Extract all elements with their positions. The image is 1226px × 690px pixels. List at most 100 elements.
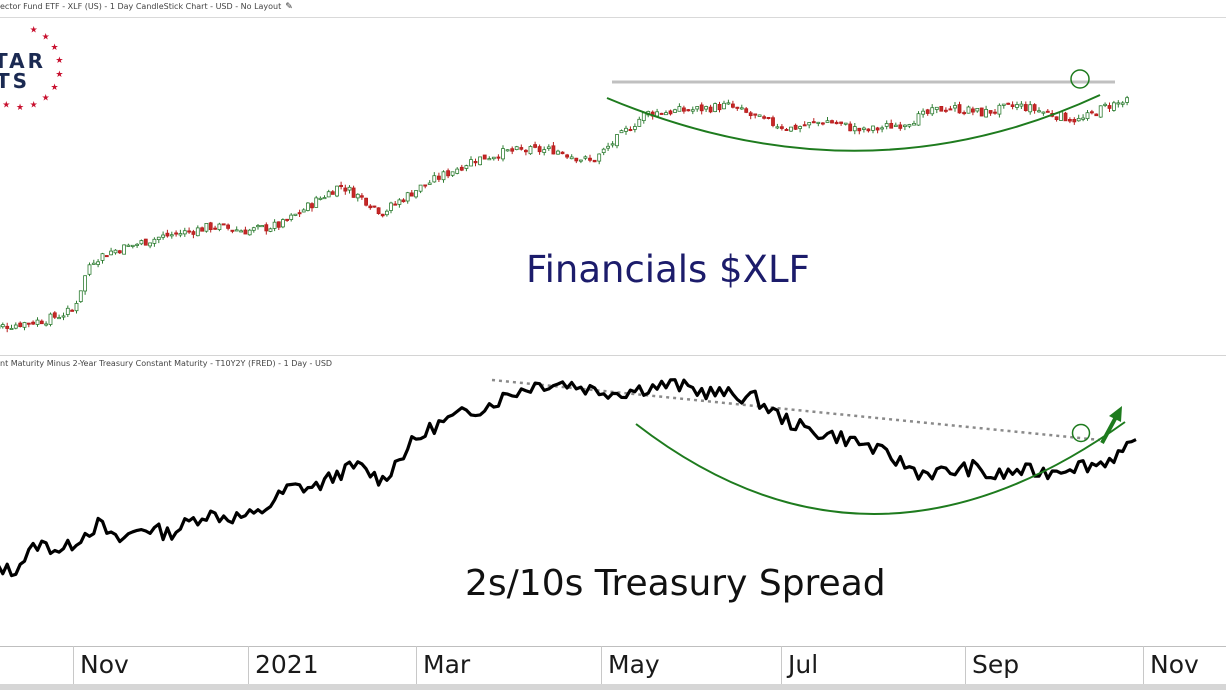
xlf-candle — [505, 149, 510, 152]
xlf-candle — [343, 184, 348, 195]
xlf-candle — [944, 107, 948, 113]
xlf-candle — [264, 222, 269, 235]
xlf-candle — [501, 145, 505, 162]
xlf-candle — [191, 229, 196, 239]
xlf-candle — [930, 104, 935, 116]
bottom-breakout-circle — [1071, 423, 1091, 443]
xlf-candle — [641, 112, 646, 124]
xlf-candle — [565, 153, 569, 159]
logo-star-icon: ★ — [16, 102, 24, 112]
xlf-candle — [524, 149, 528, 156]
xlf-candle — [70, 308, 74, 312]
xlf-candle — [793, 123, 798, 130]
xlf-candle — [866, 128, 871, 133]
xlf-candle — [217, 222, 222, 232]
xlf-candle — [637, 116, 642, 127]
xlf-candle — [148, 242, 153, 249]
xlf-candle — [979, 107, 984, 117]
xlf-candle — [256, 224, 260, 230]
xlf-candle — [739, 104, 744, 110]
xlf-candle — [455, 167, 460, 175]
xlf-candle — [519, 144, 524, 151]
bottom-chart-title: 2s/10s Treasury Spread — [465, 563, 886, 604]
xlf-candle — [560, 151, 565, 155]
xlf-candle — [482, 154, 487, 160]
xlf-candle — [843, 122, 848, 126]
xlf-candle — [446, 168, 451, 179]
xlf-candle — [418, 184, 423, 194]
xlf-candle — [401, 198, 406, 203]
xlf-candle — [898, 121, 903, 131]
xlf-candle — [916, 111, 921, 126]
xlf-candle — [583, 155, 588, 161]
xlf-candle — [1094, 113, 1099, 117]
xlf-candle — [677, 103, 682, 112]
xlf-candle — [1090, 109, 1094, 115]
xlf-candle — [735, 106, 740, 111]
top-chart-caption: ector Fund ETF - XLF (US) - 1 Day Candle… — [0, 2, 293, 16]
xlf-candle — [601, 147, 606, 156]
xlf-candle — [830, 119, 834, 124]
xlf-candle — [748, 111, 753, 120]
xlf-candle — [35, 317, 40, 327]
xlf-candle — [221, 223, 226, 226]
xlf-candle — [61, 312, 66, 321]
xlf-candle — [731, 100, 735, 109]
logo-star-icon: ★ — [51, 42, 59, 52]
xlf-candle — [1112, 100, 1116, 112]
xlf-candle — [96, 259, 100, 268]
xlf-candle — [699, 102, 704, 115]
edit-pencil-icon[interactable]: ✎ — [285, 2, 293, 12]
xlf-candle — [239, 229, 244, 233]
xlf-candlesticks — [0, 95, 1129, 333]
xlf-candle — [297, 209, 302, 217]
xlf-candle — [592, 159, 597, 163]
xlf-candle — [556, 149, 560, 155]
x-gridline-2021 — [248, 646, 249, 684]
xlf-candle — [633, 123, 637, 133]
x-gridline-sep — [965, 646, 966, 684]
x-tick-label: Nov — [1150, 650, 1199, 679]
xlf-candle — [496, 154, 501, 161]
xlf-candle — [537, 144, 542, 155]
xlf-candle — [393, 201, 398, 206]
x-tick-label: 2021 — [255, 650, 319, 679]
xlf-candle — [230, 229, 235, 234]
logo-text-line1: TAR — [0, 49, 46, 73]
xlf-candle — [1098, 105, 1103, 118]
xlf-candle — [569, 154, 574, 160]
xlf-candle — [314, 195, 319, 208]
xlf-candle — [997, 103, 1002, 118]
xlf-candle — [1103, 102, 1107, 108]
logo-text-line2: TS — [0, 69, 31, 93]
panel-divider — [0, 355, 1226, 356]
xlf-candle — [771, 115, 775, 128]
xlf-candle — [953, 102, 957, 112]
xlf-candle — [491, 156, 496, 161]
bottom-chart-caption: nt Maturity Minus 2-Year Treasury Consta… — [0, 359, 333, 368]
xlf-candle — [757, 114, 762, 117]
xlf-candle — [126, 243, 131, 247]
xlf-candle — [143, 238, 148, 246]
xlf-candle — [546, 144, 551, 151]
xlf-candle — [610, 141, 615, 148]
xlf-candle — [351, 185, 356, 198]
top-chart-caption-text: ector Fund ETF - XLF (US) - 1 Day Candle… — [0, 2, 282, 11]
footer-band — [0, 684, 1226, 690]
xlf-candle — [962, 110, 966, 116]
xlf-candle — [280, 218, 285, 229]
logo-star-icon: ★ — [42, 31, 50, 41]
xlf-candle — [780, 124, 784, 131]
xlf-candle — [984, 105, 988, 118]
xlf-candle — [243, 226, 248, 235]
xlf-candle — [87, 262, 92, 277]
xlf-candle — [330, 190, 335, 195]
logo-star-icon: ★ — [42, 93, 50, 103]
xlf-candle — [893, 122, 898, 127]
xlf-candle — [1023, 101, 1028, 112]
xlf-candle — [169, 231, 174, 239]
xlf-candle — [469, 156, 473, 167]
xlf-candle — [74, 300, 79, 314]
xlf-candle — [880, 125, 884, 133]
xlf-candle — [247, 228, 252, 236]
